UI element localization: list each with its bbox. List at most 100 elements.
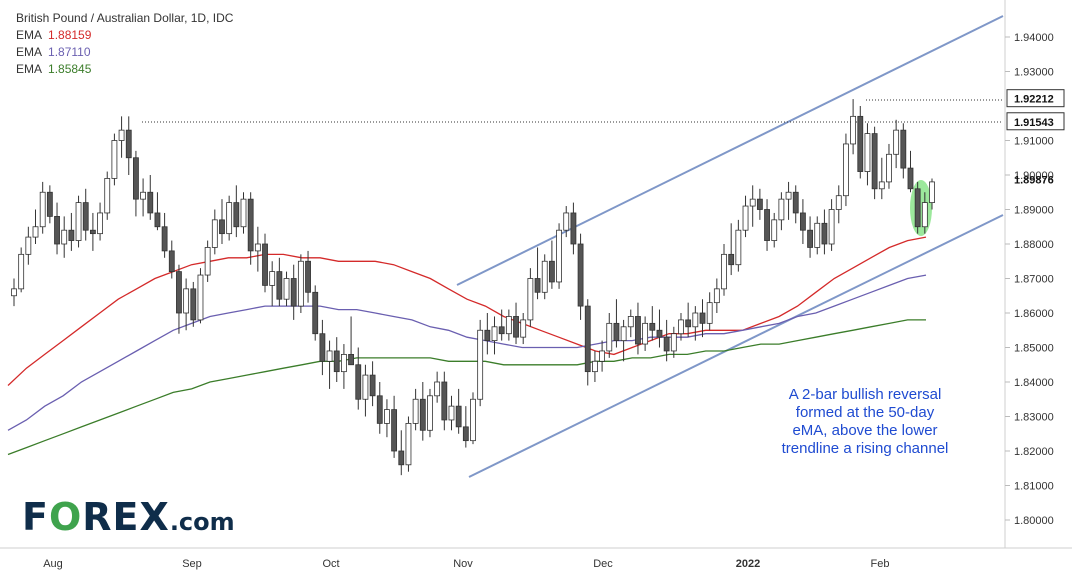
- candle-body: [133, 157, 139, 200]
- candle-body: [599, 350, 606, 362]
- candle: [685, 302, 692, 338]
- candle-body: [749, 198, 756, 207]
- candle: [362, 364, 369, 417]
- candle-body: [771, 219, 778, 241]
- candle: [384, 399, 390, 438]
- candle: [147, 175, 154, 220]
- y-tick-label: 1.80000: [1014, 515, 1054, 527]
- candle-body: [513, 316, 519, 338]
- candle-body: [627, 316, 634, 328]
- candle-body: [104, 178, 111, 214]
- candle-body: [900, 129, 907, 169]
- y-tick-label: 1.87000: [1014, 274, 1054, 286]
- candle-body: [792, 191, 799, 214]
- candle: [455, 388, 462, 434]
- candle: [412, 388, 419, 431]
- y-tick-label: 1.82000: [1014, 446, 1054, 458]
- candle-body: [333, 350, 340, 373]
- annotation-line-4: trendline a rising channel: [781, 440, 949, 457]
- candle-body: [577, 243, 584, 307]
- candle: [297, 254, 304, 313]
- candle: [728, 223, 735, 276]
- price-label-box: [1006, 112, 1065, 131]
- candle: [513, 302, 519, 345]
- candle: [807, 216, 813, 258]
- label-layer: 1.92212 1.91543 1.89876: [1006, 89, 1065, 186]
- candle: [434, 371, 441, 403]
- legend-ema-50: EMA 1.88159: [16, 27, 233, 44]
- legend-title: British Pound / Australian Dollar, 1D, I…: [16, 11, 234, 25]
- candle-body: [18, 253, 25, 290]
- candle: [319, 319, 326, 376]
- candle-body: [312, 291, 319, 335]
- candle: [89, 212, 96, 251]
- candle-body: [742, 205, 749, 231]
- candle: [656, 309, 663, 348]
- candle-body: [326, 350, 333, 362]
- candle-body: [362, 374, 369, 400]
- candle-body: [570, 212, 577, 245]
- x-tick-label: Aug: [43, 558, 63, 570]
- candle-body: [556, 229, 562, 283]
- candle: [893, 119, 900, 169]
- candle-body: [204, 247, 211, 276]
- candle-body: [211, 219, 218, 248]
- candle: [398, 430, 405, 476]
- candle: [799, 199, 806, 244]
- candle-body: [592, 360, 598, 373]
- candle: [606, 313, 613, 358]
- forex-logo: FOREX.com: [22, 495, 235, 539]
- candle-body: [412, 398, 419, 424]
- candle-body: [391, 409, 398, 452]
- y-tick-label: 1.91000: [1014, 136, 1054, 148]
- candle: [706, 292, 713, 331]
- channel-lower-line: [468, 214, 1004, 478]
- candle-body: [721, 253, 727, 290]
- candle-body: [161, 226, 168, 252]
- candle: [290, 264, 297, 320]
- candle: [369, 361, 376, 407]
- candle: [520, 313, 527, 345]
- candle: [197, 268, 204, 324]
- candle: [247, 192, 254, 265]
- candle-body: [706, 302, 713, 324]
- candle: [391, 395, 398, 458]
- candle: [627, 309, 634, 338]
- candle: [756, 188, 763, 220]
- candle-body: [305, 260, 311, 293]
- candle-body: [756, 198, 763, 210]
- candle: [563, 206, 570, 238]
- annotation-line-3: eMA, above the lower: [792, 422, 938, 439]
- candle: [11, 278, 17, 307]
- candle: [312, 285, 319, 341]
- candle: [226, 195, 233, 241]
- candle: [25, 226, 32, 265]
- candle-body: [907, 167, 914, 190]
- y-tick-label: 1.88000: [1014, 239, 1054, 251]
- candle: [54, 202, 60, 255]
- candle-body: [491, 326, 498, 341]
- candle-body: [384, 409, 390, 424]
- candle: [484, 313, 491, 355]
- candle-body: [893, 129, 900, 155]
- candle-body: [541, 260, 548, 293]
- candle-body: [46, 191, 53, 217]
- x-tick-label: Feb: [871, 558, 890, 570]
- candle-body: [814, 222, 821, 248]
- y-tick-label: 1.86000: [1014, 308, 1054, 320]
- candle: [929, 178, 935, 210]
- candle: [75, 195, 82, 248]
- candle-body: [692, 312, 699, 328]
- candle-body: [233, 202, 240, 228]
- candle-body: [419, 398, 426, 431]
- candle: [477, 319, 484, 407]
- candle-body: [663, 336, 670, 352]
- candle: [111, 133, 118, 186]
- candle: [168, 240, 175, 279]
- candle: [850, 99, 857, 155]
- candle: [764, 199, 770, 251]
- candle-body: [678, 319, 684, 335]
- candle: [233, 185, 240, 238]
- candle-body: [319, 333, 326, 362]
